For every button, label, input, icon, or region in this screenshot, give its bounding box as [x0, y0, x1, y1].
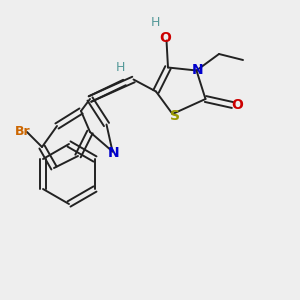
Text: H: H [115, 61, 125, 74]
Text: H: H [150, 16, 160, 29]
Text: S: S [170, 110, 180, 123]
Text: N: N [108, 146, 120, 160]
Text: Br: Br [15, 125, 30, 139]
Text: N: N [192, 64, 204, 77]
Text: O: O [231, 98, 243, 112]
Text: O: O [159, 31, 171, 44]
